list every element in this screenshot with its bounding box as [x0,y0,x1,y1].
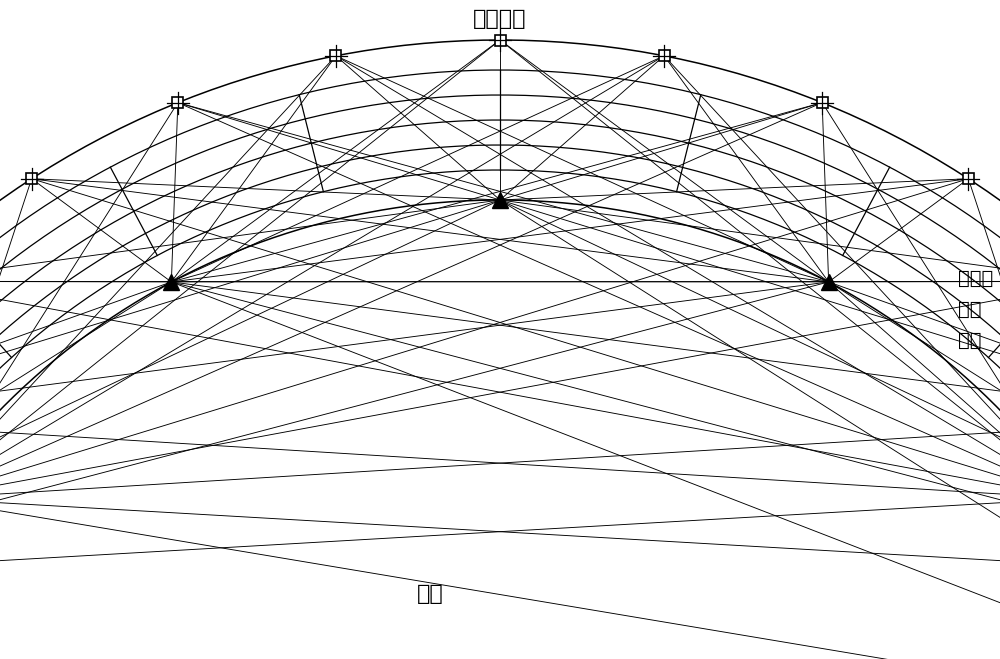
Bar [817,97,828,108]
Bar [963,173,974,185]
Bar [172,97,183,108]
Text: 地面: 地面 [417,584,443,604]
Bar [26,173,37,185]
Bar [330,50,341,61]
Bar [494,34,506,45]
Bar [659,50,670,61]
Text: 电离层
反演
区域: 电离层 反演 区域 [958,268,993,349]
Text: 卫星轨道: 卫星轨道 [473,9,527,29]
